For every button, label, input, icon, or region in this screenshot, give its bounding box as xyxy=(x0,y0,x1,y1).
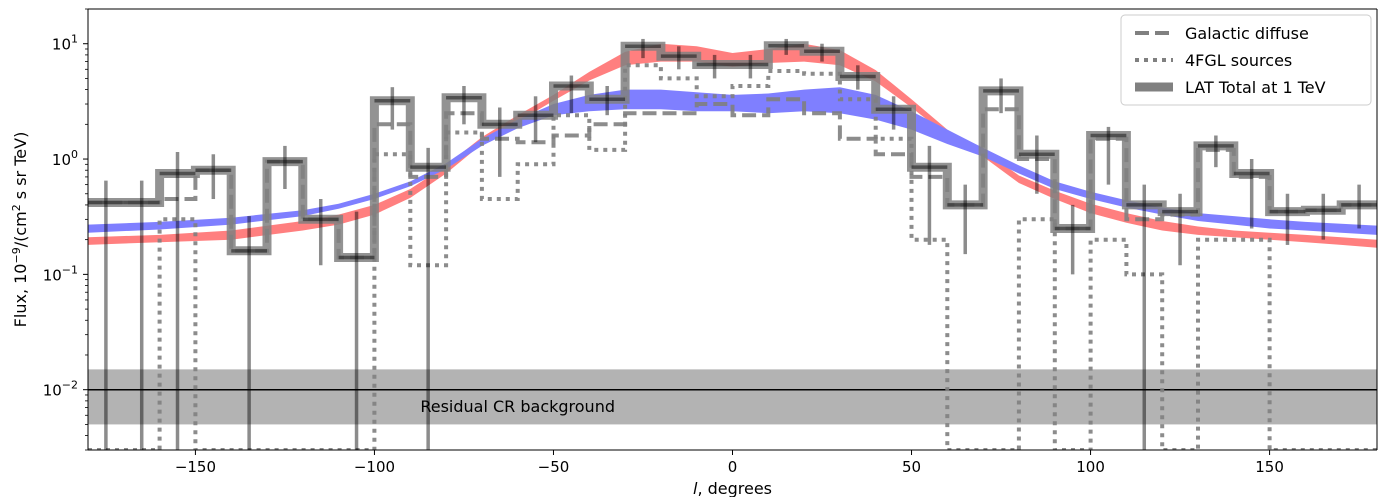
series-lat-total-at-1-tev xyxy=(88,41,1377,262)
legend-box xyxy=(1120,14,1372,106)
y-tick-label: 100 xyxy=(52,148,78,169)
data-point xyxy=(839,65,876,90)
data-point xyxy=(625,38,661,59)
x-axis-label-unit: , degrees xyxy=(697,479,772,497)
data-point xyxy=(481,107,518,177)
data-point xyxy=(553,75,590,114)
data-point xyxy=(123,180,160,450)
data-point xyxy=(768,38,805,55)
data-point xyxy=(1054,204,1091,275)
data-point xyxy=(410,147,447,450)
data-point xyxy=(1197,135,1234,168)
data-point xyxy=(338,211,375,450)
legend-label: 4FGL sources xyxy=(1185,51,1292,70)
y-tick-label: 101 xyxy=(52,33,78,54)
data-point xyxy=(1341,184,1377,229)
background-band-label: Residual CR background xyxy=(420,397,615,416)
plot-area xyxy=(88,38,1377,450)
data-point xyxy=(589,85,626,116)
x-tick-label: 150 xyxy=(1255,458,1284,476)
step-series-layer xyxy=(88,41,1377,450)
data-point xyxy=(732,54,769,79)
data-point xyxy=(1162,193,1198,266)
data-point xyxy=(983,78,1019,114)
data-point xyxy=(696,54,733,79)
legend[interactable]: Galactic diffuse 4FGL sources LAT Total at… xyxy=(1120,14,1372,106)
data-point xyxy=(267,145,303,189)
data-point xyxy=(374,87,411,130)
series-4fgl-sources xyxy=(88,63,1377,450)
series-galactic-diffuse xyxy=(88,97,1377,260)
legend-label: Galactic diffuse xyxy=(1185,24,1309,43)
data-point xyxy=(446,85,482,125)
data-point xyxy=(875,96,912,130)
data-point xyxy=(1090,126,1127,185)
legend-item[interactable]: LAT Total at 1 TeV xyxy=(1135,78,1326,97)
x-tick-label: −100 xyxy=(354,458,395,476)
data-point xyxy=(231,216,268,450)
data-point xyxy=(660,46,697,70)
background-band xyxy=(88,369,1377,425)
x-tick-label: −50 xyxy=(538,458,570,476)
x-tick-label: 0 xyxy=(728,458,738,476)
x-tick-label: −150 xyxy=(175,458,216,476)
data-point xyxy=(517,96,554,143)
data-point xyxy=(804,43,840,62)
axes: −150 −100 −50 0 50 100 150 10−2 10−1 100 101 xyxy=(43,8,1378,476)
legend-item[interactable]: Galactic diffuse xyxy=(1135,24,1309,43)
data-point xyxy=(1269,193,1306,245)
data-point xyxy=(947,184,984,255)
y-tick-label: 10−1 xyxy=(43,263,78,284)
data-point xyxy=(159,152,196,450)
data-point xyxy=(1018,135,1055,194)
background-band-layer xyxy=(88,369,1377,425)
data-point xyxy=(911,145,948,245)
x-axis-label: l, degrees xyxy=(693,479,772,497)
x-tick-label: 50 xyxy=(902,458,921,476)
y-axis-label: Flux, 10−9/(cm2 s sr TeV) xyxy=(10,132,30,328)
data-point xyxy=(88,180,124,450)
data-point xyxy=(1233,159,1270,229)
data-point xyxy=(302,199,339,266)
legend-label: LAT Total at 1 TeV xyxy=(1185,78,1326,97)
x-tick-label: 100 xyxy=(1076,458,1105,476)
data-point xyxy=(1305,193,1342,240)
data-points-layer xyxy=(88,38,1377,450)
y-tick-label: 10−2 xyxy=(43,379,78,400)
legend-item[interactable]: 4FGL sources xyxy=(1135,51,1292,70)
data-point xyxy=(1126,184,1163,450)
model-band-1 xyxy=(88,87,1377,235)
data-point xyxy=(195,154,232,200)
